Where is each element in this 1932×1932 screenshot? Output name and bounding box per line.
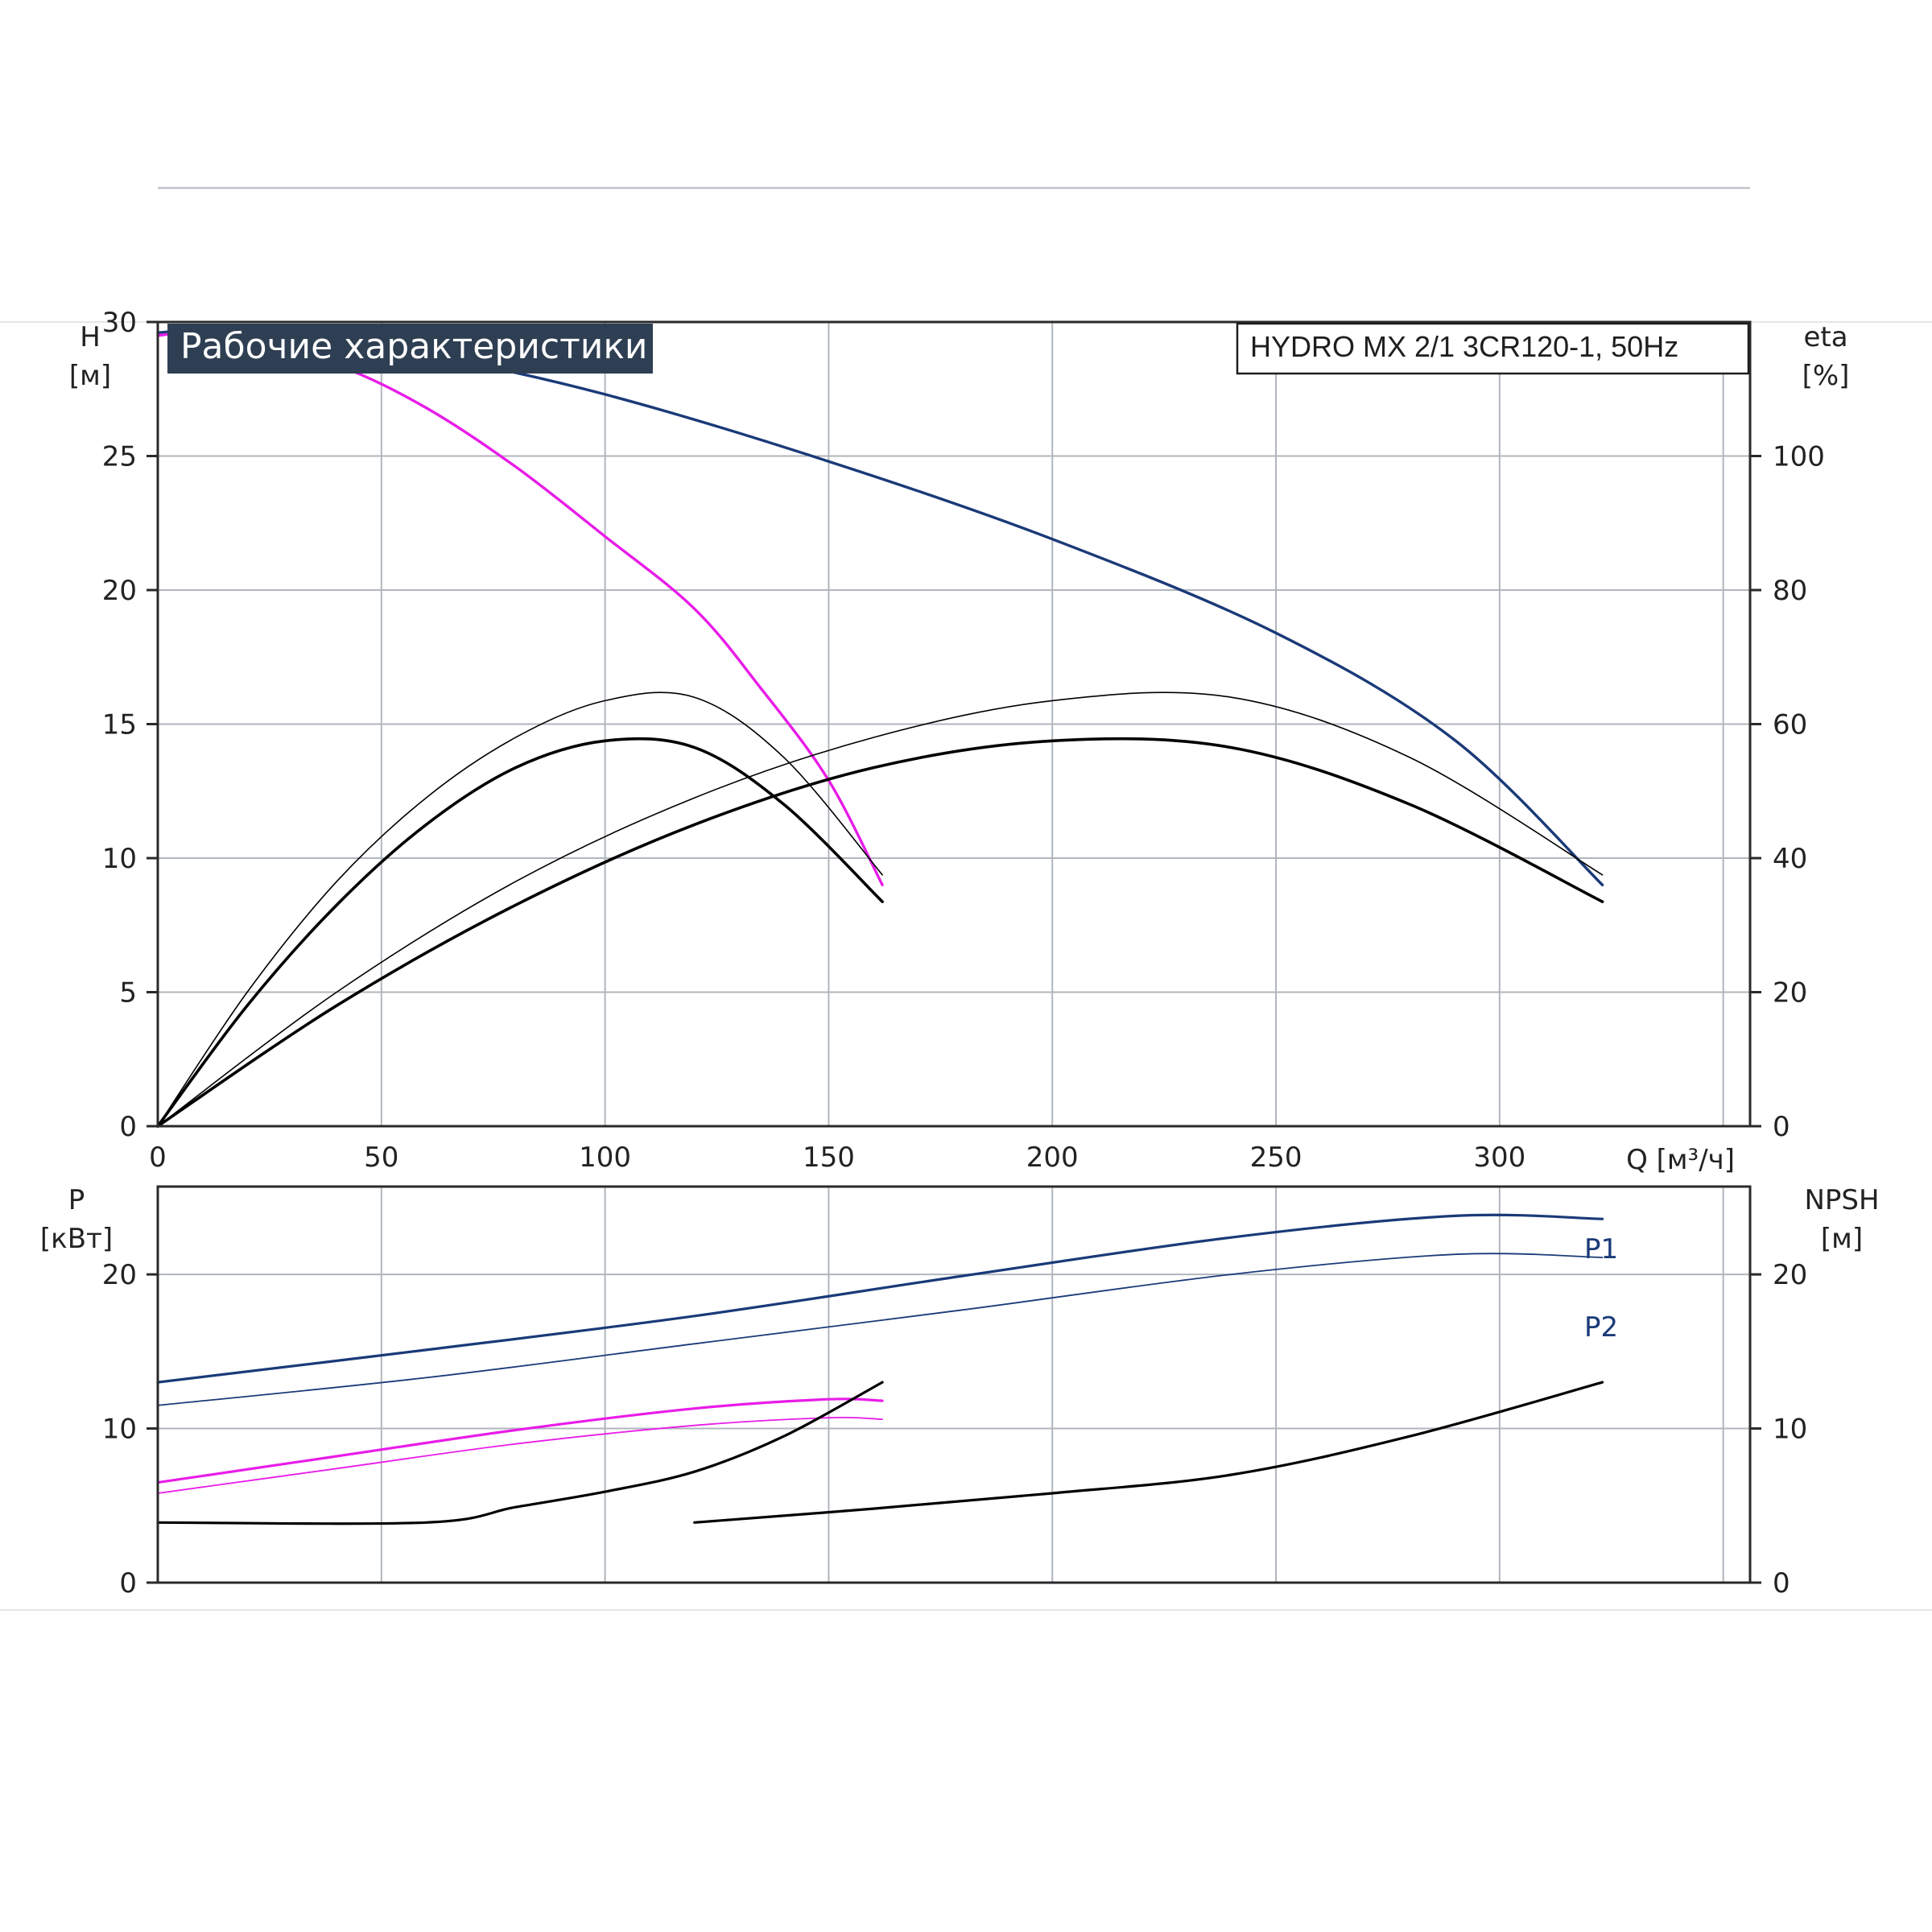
curve-series-5 bbox=[157, 691, 1604, 1127]
y-tick-label-right: 20 bbox=[1773, 977, 1807, 1009]
y-tick-label-left: 0 bbox=[119, 1111, 137, 1143]
head-axis-unit: [м] bbox=[69, 360, 111, 392]
power-axis-title: P bbox=[68, 1184, 85, 1216]
y-tick-label-right: 20 bbox=[1773, 1259, 1807, 1291]
model-label: HYDRO MX 2/1 3CR120-1, 50Hz bbox=[1250, 330, 1678, 363]
power-axis-unit: [кВт] bbox=[40, 1223, 113, 1255]
x-tick-label: 50 bbox=[364, 1141, 398, 1174]
model-label-box bbox=[1236, 322, 1750, 375]
y-tick-label-right: 40 bbox=[1773, 843, 1807, 875]
y-tick-label-left: 10 bbox=[102, 1414, 137, 1446]
y-tick-label-left: 10 bbox=[102, 843, 137, 875]
y-tick-label-left: 25 bbox=[102, 441, 137, 473]
curve-p2 bbox=[157, 1253, 1604, 1406]
y-tick-label-right: 0 bbox=[1773, 1111, 1790, 1143]
curve-series-3 bbox=[157, 691, 883, 1127]
bottom-chart-ticks: 0 10 20 0 10 20 bbox=[102, 1259, 1808, 1600]
curve-p1 bbox=[156, 1213, 1604, 1384]
x-tick-label: 0 bbox=[149, 1141, 167, 1174]
y-tick-label-left: 0 bbox=[119, 1567, 137, 1600]
flow-axis-title: Q [м³/ч] bbox=[1626, 1144, 1735, 1176]
y-tick-label-left: 20 bbox=[102, 575, 137, 607]
x-tick-label: 300 bbox=[1473, 1141, 1525, 1174]
x-tick-label: 100 bbox=[579, 1141, 631, 1174]
curve-series-1 bbox=[156, 328, 1604, 886]
curve-series-3 bbox=[156, 1397, 884, 1484]
chart-title: Рабочие характеристики bbox=[180, 326, 648, 367]
x-tick-label: 150 bbox=[803, 1141, 855, 1174]
p1-label: P1 bbox=[1584, 1233, 1618, 1265]
curve-series-4 bbox=[157, 1416, 883, 1494]
bottom-chart-grid bbox=[158, 1187, 1750, 1583]
x-tick-label: 200 bbox=[1026, 1141, 1079, 1174]
y-tick-label-right: 10 bbox=[1773, 1414, 1807, 1446]
bottom-chart-frame bbox=[156, 1185, 1752, 1584]
y-tick-label-left: 5 bbox=[119, 977, 137, 1009]
eta-axis-title: eta bbox=[1803, 321, 1847, 353]
x-tick-label: 250 bbox=[1250, 1141, 1302, 1174]
p2-label: P2 bbox=[1584, 1311, 1618, 1344]
y-tick-label-right: 80 bbox=[1773, 575, 1807, 607]
curve-series-2 bbox=[156, 329, 884, 886]
y-tick-label-left: 20 bbox=[102, 1259, 137, 1291]
top-chart-grid bbox=[158, 187, 1750, 1126]
curve-series-6 bbox=[693, 1381, 1604, 1524]
y-tick-label-right: 100 bbox=[1773, 441, 1825, 473]
curve-series-6 bbox=[156, 737, 1604, 1128]
y-tick-label-left: 15 bbox=[102, 709, 137, 741]
y-tick-label-right: 0 bbox=[1773, 1567, 1790, 1600]
bottom-chart-curves bbox=[156, 1213, 1604, 1525]
y-tick-label-right: 60 bbox=[1773, 709, 1807, 741]
chart-title-box bbox=[167, 324, 653, 374]
curve-series-5 bbox=[156, 1381, 884, 1525]
eta-axis-unit: [%] bbox=[1802, 360, 1850, 392]
npsh-axis-title: NPSH bbox=[1804, 1184, 1879, 1216]
curve-series-4 bbox=[156, 737, 884, 1128]
top-chart-curves bbox=[156, 328, 1604, 1128]
head-axis-title: H bbox=[80, 321, 101, 353]
y-tick-label-left: 30 bbox=[102, 307, 137, 339]
npsh-axis-unit: [м] bbox=[1821, 1223, 1863, 1255]
